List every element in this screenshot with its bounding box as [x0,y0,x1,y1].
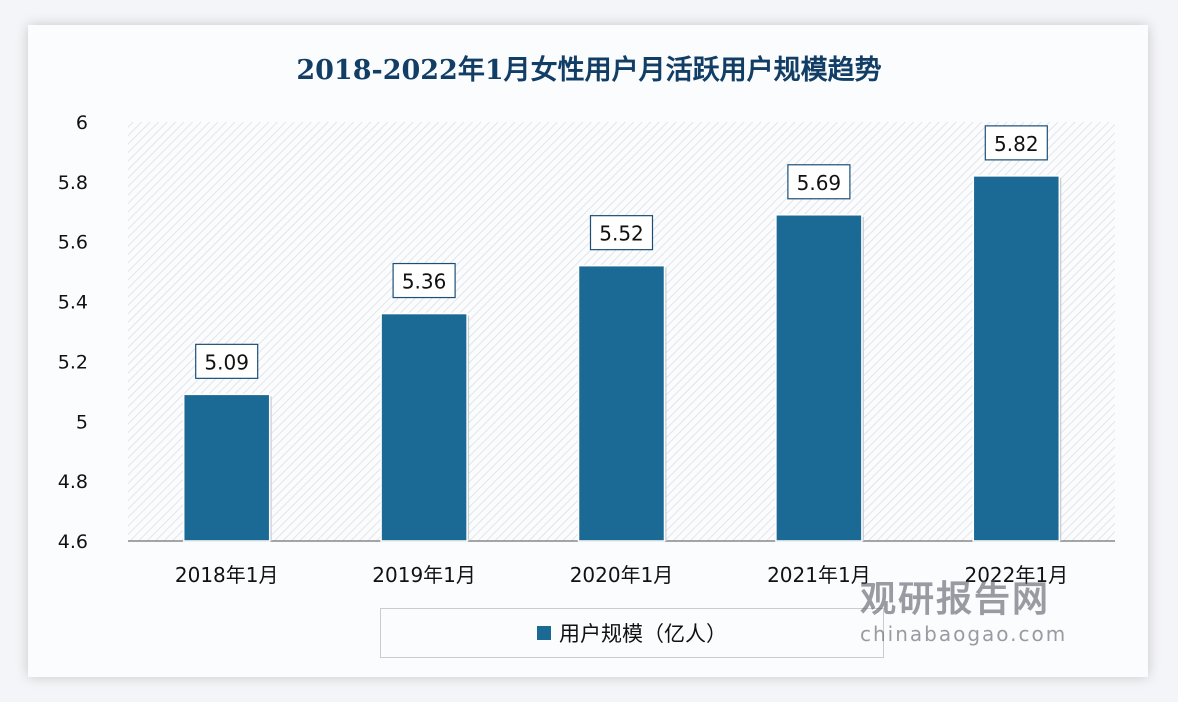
bar [380,312,468,542]
data-label: 5.36 [402,270,447,294]
data-label: 5.69 [797,171,842,195]
y-tick-label: 5.4 [58,292,88,314]
watermark-url: chinabaogao.com [860,622,1068,646]
x-tick-label: 2019年1月 [372,563,476,587]
data-label-box [787,164,851,200]
watermark-name: 观研报告网 [860,579,1051,620]
y-tick-label: 6 [76,112,88,134]
y-tick-label: 5.8 [58,172,88,194]
y-tick-label: 4.8 [58,471,88,493]
bar [775,214,863,542]
y-tick-label: 5.2 [58,351,88,373]
x-tick-label: 2020年1月 [570,563,674,587]
data-label-box [589,215,654,251]
legend-label: 用户规模（亿人） [559,622,727,646]
y-tick-label: 5.6 [58,232,88,254]
data-label: 5.82 [994,132,1039,156]
legend-swatch [537,626,551,640]
bar [972,175,1061,542]
data-label-box [392,262,456,299]
data-label: 5.09 [204,350,249,374]
y-tick-label: 4.6 [58,531,88,553]
bar [182,393,271,542]
x-tick-label: 2021年1月 [767,563,871,587]
legend: 用户规模（亿人） [380,608,884,658]
data-label-box [195,343,259,379]
bar [577,264,666,542]
chart-title: 2018-2022年1月女性用户月活跃用户规模趋势 [296,55,882,86]
x-tick-label: 2018年1月 [175,563,279,587]
y-tick-label: 5 [76,411,88,433]
data-label-box [984,125,1048,161]
x-tick-label: 2022年1月 [964,563,1068,587]
watermark: 观研报告网 chinabaogao.com [860,570,1067,646]
data-label: 5.52 [599,222,644,246]
